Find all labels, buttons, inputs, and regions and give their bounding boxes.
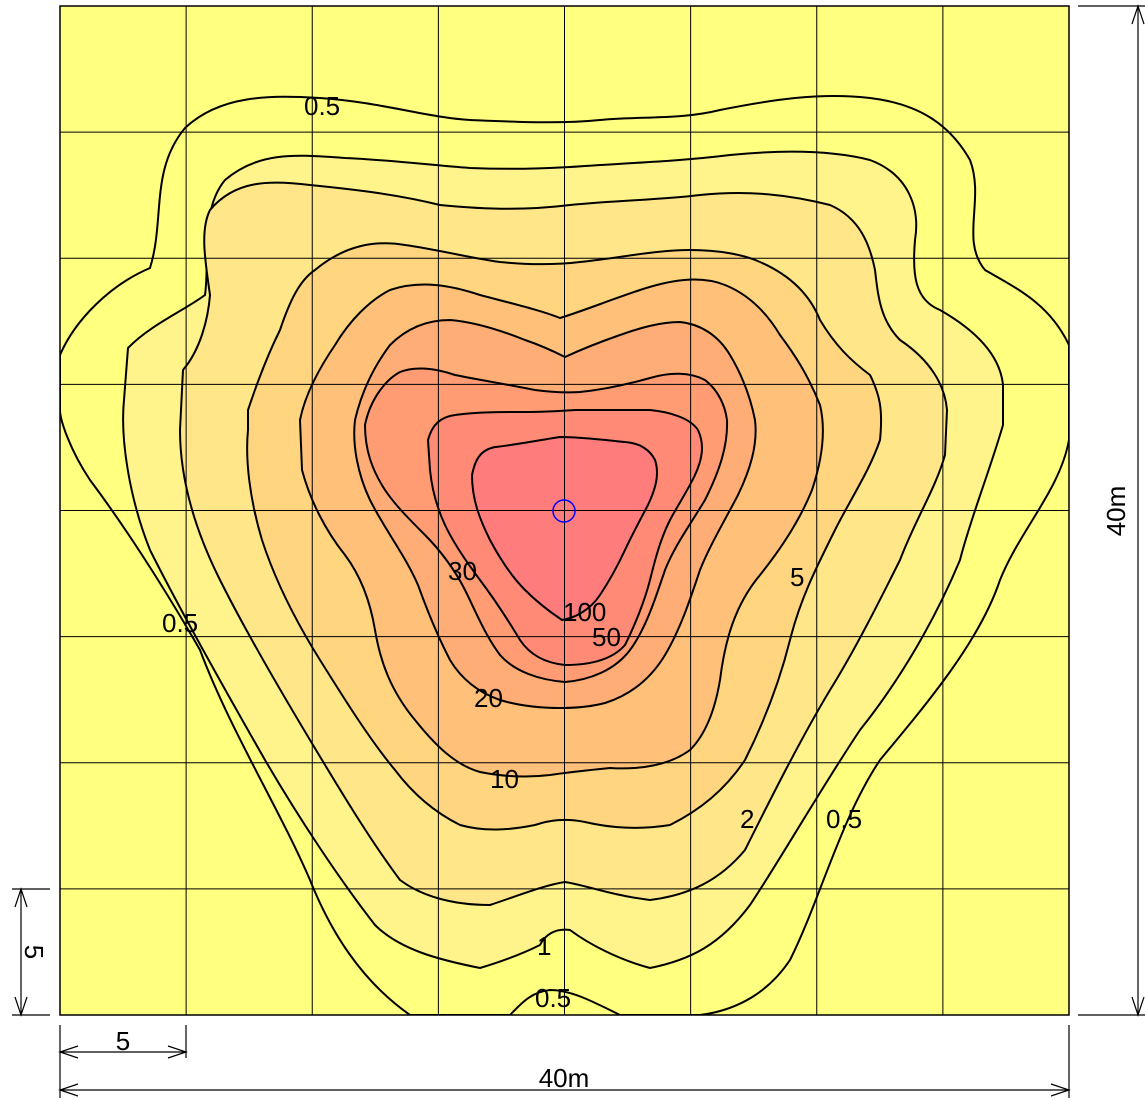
dimension-grid-width: 5 bbox=[116, 1026, 130, 1056]
contour-label-5: 5 bbox=[790, 562, 804, 592]
contour-label-20: 20 bbox=[474, 683, 503, 713]
contour-label-50: 50 bbox=[592, 622, 621, 652]
contour-label-1: 1 bbox=[537, 931, 551, 961]
plot-border bbox=[59, 5, 1070, 1016]
contour-label-100: 100 bbox=[563, 597, 606, 627]
dimension-height-total: 40m bbox=[1101, 486, 1131, 537]
dimension-width-total: 40m bbox=[539, 1063, 590, 1093]
contour-label-30: 30 bbox=[448, 556, 477, 586]
dimension-lines bbox=[12, 4, 1145, 1098]
light-source-circle-icon bbox=[552, 499, 576, 523]
contour-label-0-5-left: 0.5 bbox=[162, 608, 198, 638]
dimension-grid-height: 5 bbox=[19, 945, 49, 959]
contour-label-2: 2 bbox=[740, 804, 754, 834]
contour-label-0-5-bottom: 0.5 bbox=[535, 983, 571, 1013]
contour-label-10: 10 bbox=[490, 764, 519, 794]
contour-label-0-5-right: 0.5 bbox=[826, 804, 862, 834]
contour-labels: 0.5 0.5 0.5 0.5 1 2 5 10 20 30 50 100 bbox=[162, 91, 862, 1013]
grid bbox=[60, 6, 1069, 1015]
contour-label-0-5-top: 0.5 bbox=[304, 91, 340, 121]
